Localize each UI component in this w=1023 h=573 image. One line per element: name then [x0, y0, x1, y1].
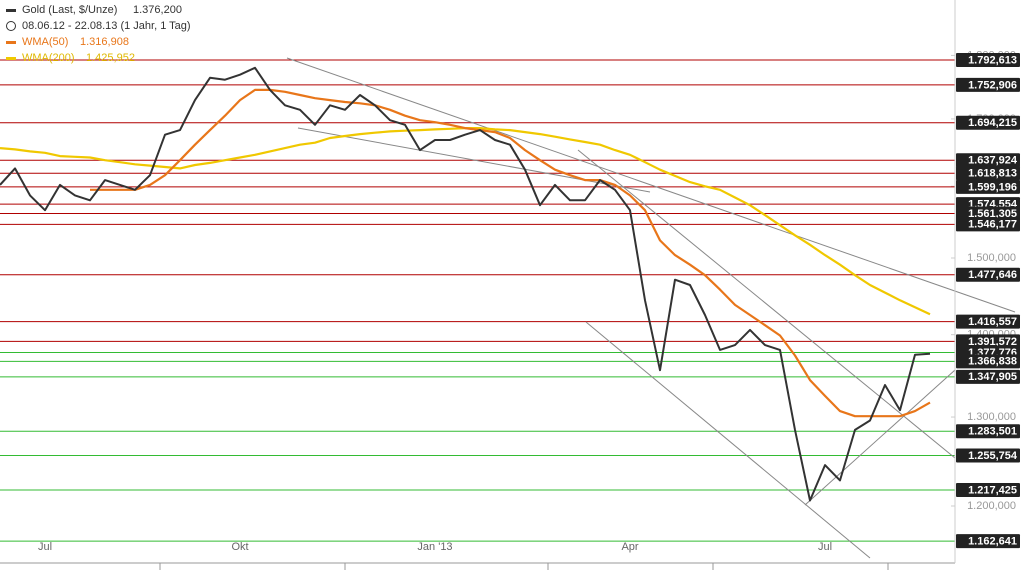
- x-tick-label: Jul: [818, 541, 832, 553]
- level-label-box: [956, 424, 1020, 439]
- level-label-box: [956, 153, 1020, 168]
- legend-label: WMA(50): [22, 36, 68, 48]
- x-axis-separators: [159, 563, 889, 570]
- legend-value: 1.316,908: [80, 36, 129, 48]
- trend-line: [585, 321, 871, 559]
- y-tick-label: 1.900,000: [967, 0, 1016, 1]
- level-label-box: [956, 482, 1020, 497]
- legend-value: 1.425,952: [86, 52, 135, 64]
- trend-line: [804, 369, 956, 506]
- legend-value: 1.376,200: [133, 4, 182, 16]
- x-tick-label: Jan '13: [417, 541, 452, 553]
- level-label-box: [956, 52, 1020, 67]
- level-label: 1.416,557: [968, 316, 1017, 328]
- level-label-box: [956, 206, 1020, 221]
- level-label-box: [956, 179, 1020, 194]
- level-label: 1.618,813: [968, 168, 1017, 180]
- level-label: 1.561,305: [968, 208, 1017, 220]
- level-label-box: [956, 166, 1020, 181]
- subtitle: 08.06.12 - 22.08.13 (1 Jahr, 1 Tag): [22, 20, 191, 32]
- level-label: 1.752,906: [968, 79, 1017, 91]
- trend-line: [286, 57, 1016, 313]
- level-label-box: [956, 217, 1020, 232]
- legend-swatch: [6, 41, 16, 44]
- level-label-box: [956, 77, 1020, 92]
- clock-icon: [6, 21, 16, 31]
- x-tick-label: Apr: [621, 541, 638, 553]
- level-label: 1.283,501: [968, 426, 1017, 438]
- level-label-box: [956, 314, 1020, 329]
- legend-swatch: [6, 57, 16, 60]
- y-tick-label: 1.500,000: [967, 252, 1016, 264]
- level-label-box: [956, 267, 1020, 282]
- level-label-box: [956, 354, 1020, 369]
- series-line: [0, 66, 931, 502]
- level-label: 1.792,613: [968, 54, 1017, 66]
- y-tick-label: 1.300,000: [967, 411, 1016, 423]
- level-label: 1.694,215: [968, 117, 1017, 129]
- level-label: 1.391,572: [968, 336, 1017, 348]
- level-label: 1.217,425: [968, 484, 1017, 496]
- series-line: [90, 88, 931, 418]
- level-label-box: [956, 115, 1020, 130]
- legend-label: Gold (Last, $/Unze): [22, 4, 117, 16]
- x-tick-label: Jul: [38, 541, 52, 553]
- level-label-box: [956, 334, 1020, 349]
- level-label: 1.477,646: [968, 269, 1017, 281]
- legend-label: WMA(200): [22, 52, 75, 64]
- level-label: 1.599,196: [968, 181, 1017, 193]
- trend-lines: [286, 57, 1016, 559]
- level-label: 1.366,838: [968, 356, 1017, 368]
- level-label-box: [956, 534, 1020, 549]
- legend-swatch: [6, 9, 16, 12]
- legend: Gold (Last, $/Unze) 1.376,200 08.06.12 -…: [6, 4, 191, 64]
- trend-line: [297, 127, 651, 193]
- x-tick-label: Okt: [231, 541, 248, 553]
- trend-line: [577, 149, 956, 459]
- level-label: 1.162,641: [968, 536, 1017, 548]
- level-label: 1.255,754: [968, 450, 1018, 462]
- level-label: 1.347,905: [968, 371, 1017, 383]
- level-label-box: [956, 448, 1020, 463]
- level-label: 1.637,924: [968, 155, 1018, 167]
- level-label: 1.546,177: [968, 219, 1017, 231]
- level-label-box: [956, 369, 1020, 384]
- y-tick-label: 1.200,000: [967, 500, 1016, 512]
